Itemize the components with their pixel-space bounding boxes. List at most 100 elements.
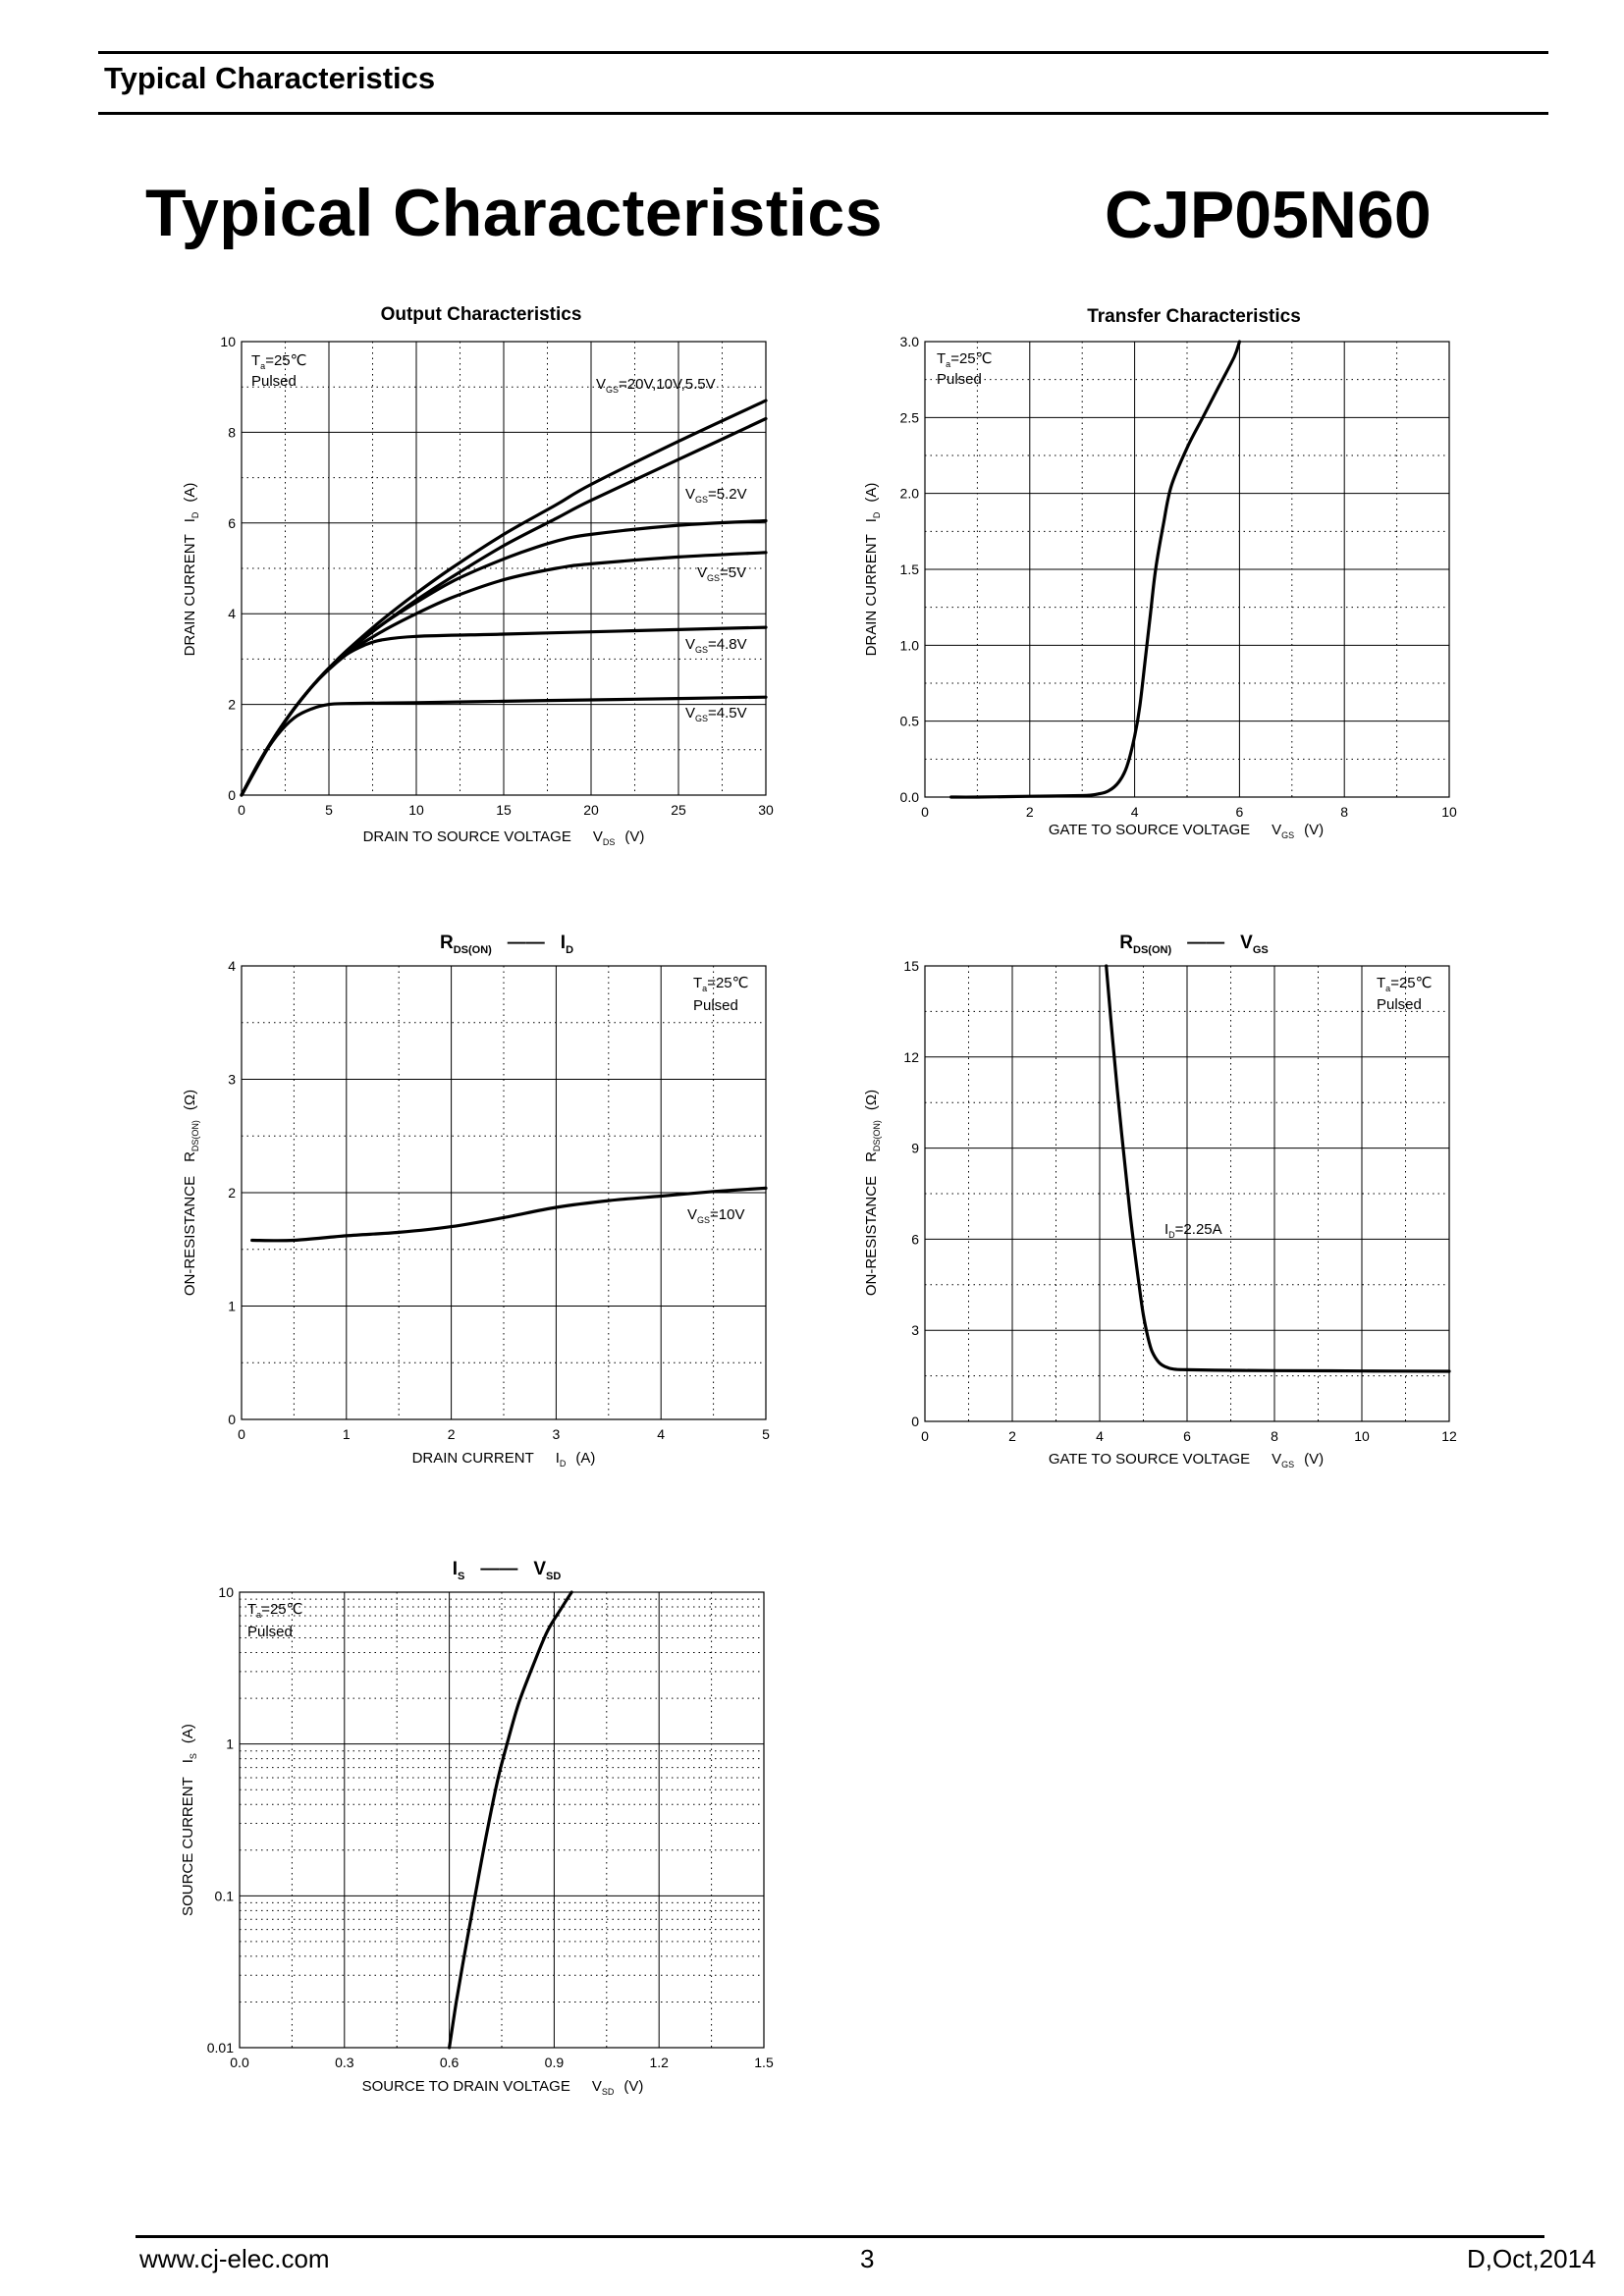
svg-text:Ta=25℃: Ta=25℃ bbox=[937, 350, 992, 369]
plot-frame bbox=[241, 341, 767, 796]
svg-text:Pulsed: Pulsed bbox=[247, 1624, 293, 1640]
tick-labels: 0 5 10 15 20 25 30 0 2 4 6 8 10 bbox=[220, 334, 774, 818]
grid bbox=[239, 1591, 765, 2049]
y-tick-label: 4 bbox=[228, 606, 236, 621]
plot-frame bbox=[239, 1591, 765, 2049]
series-label: VGS=10V bbox=[687, 1206, 744, 1225]
x-tick-label: 0 bbox=[921, 804, 929, 820]
series-line-0 bbox=[448, 1590, 573, 2050]
y-tick-label: 2 bbox=[228, 1185, 236, 1201]
svg-text:Ta=25℃: Ta=25℃ bbox=[247, 1601, 302, 1620]
is-vs-vsd-chart: IS —— VSD 0.0 0.3 0.6 0.9 1.2 1.5 0.01 0.1 1 10 Ta=… bbox=[180, 1559, 774, 2097]
plot-frame bbox=[924, 965, 1450, 1422]
x-tick-label: 12 bbox=[1441, 1428, 1457, 1444]
conditions: Ta=25℃ Pulsed bbox=[937, 350, 992, 388]
series-lines bbox=[1105, 964, 1451, 1373]
output-characteristics-chart: Output Characteristics 0 5 10 15 20 25 30 0 2 4 6 8… bbox=[182, 304, 774, 847]
series-labels: VGS=20V,10V,5.5V VGS=5.2V VGS=5V VGS=4.8… bbox=[596, 376, 747, 723]
svg-text:VGS=4.5V: VGS=4.5V bbox=[685, 705, 747, 723]
conditions: Ta=25℃ Pulsed bbox=[1377, 975, 1432, 1013]
series-lines bbox=[448, 1590, 573, 2050]
conditions: Ta=25℃ Pulsed bbox=[247, 1601, 302, 1640]
footer-revision: D,Oct,2014 bbox=[1467, 2244, 1597, 2273]
y-tick-label: 0.5 bbox=[900, 714, 920, 729]
conditions: Ta=25℃ Pulsed bbox=[251, 352, 306, 390]
grid bbox=[241, 341, 767, 796]
svg-text:Ta=25℃: Ta=25℃ bbox=[1377, 975, 1432, 993]
series-lines bbox=[250, 1186, 768, 1243]
y-axis-label: DRAIN CURRENTID(A) bbox=[863, 483, 882, 657]
series-lines bbox=[949, 340, 1241, 799]
rds-vs-vgs-chart: RDS(ON) —— VGS 0 2 4 6 8 10 12 0 3 6 9 12 15 Ta=25℃ Pu… bbox=[863, 933, 1457, 1469]
x-tick-label: 4 bbox=[1096, 1428, 1104, 1444]
y-tick-label: 1.5 bbox=[900, 561, 920, 577]
x-axis-label: DRAIN CURRENT ID (A) bbox=[412, 1450, 596, 1468]
x-axis-label: SOURCE TO DRAIN VOLTAGE VSD (V) bbox=[362, 2078, 644, 2097]
series-line-0 bbox=[250, 1186, 768, 1243]
y-tick-label: 10 bbox=[218, 1584, 234, 1600]
rds-vs-id-chart: RDS(ON) —— ID 0 1 2 3 4 5 0 1 2 3 4 Ta=25℃ Pulsed VG… bbox=[182, 933, 770, 1468]
chart-title: RDS(ON) —— VGS bbox=[1119, 933, 1268, 956]
svg-text:Pulsed: Pulsed bbox=[937, 371, 982, 388]
tick-labels: 0.0 0.3 0.6 0.9 1.2 1.5 0.01 0.1 1 10 bbox=[207, 1584, 774, 2070]
y-tick-label: 8 bbox=[228, 424, 236, 440]
x-tick-label: 1.2 bbox=[649, 2055, 669, 2070]
svg-text:Pulsed: Pulsed bbox=[1377, 996, 1422, 1013]
x-tick-label: 0.3 bbox=[335, 2055, 354, 2070]
x-tick-label: 4 bbox=[657, 1426, 665, 1442]
y-tick-label: 2.5 bbox=[900, 409, 920, 425]
y-tick-label: 3.0 bbox=[900, 334, 920, 349]
x-axis-label: GATE TO SOURCE VOLTAGE VGS (V) bbox=[1049, 1451, 1324, 1469]
series-line-5 bbox=[240, 695, 768, 797]
x-tick-label: 3 bbox=[553, 1426, 561, 1442]
y-tick-label: 6 bbox=[228, 515, 236, 531]
x-axis-label: GATE TO SOURCE VOLTAGE VGS (V) bbox=[1049, 822, 1324, 840]
x-tick-label: 1 bbox=[343, 1426, 351, 1442]
y-axis-label: ON-RESISTANCERDS(ON)(Ω) bbox=[863, 1090, 882, 1296]
x-tick-label: 25 bbox=[671, 802, 686, 818]
y-tick-label: 3 bbox=[911, 1322, 919, 1338]
x-tick-label: 0 bbox=[921, 1428, 929, 1444]
y-tick-label: 4 bbox=[228, 958, 236, 974]
svg-text:VGS=5.2V: VGS=5.2V bbox=[685, 486, 747, 505]
y-tick-label: 3 bbox=[228, 1072, 236, 1088]
chart-title: Transfer Characteristics bbox=[1087, 306, 1301, 327]
plot-frame bbox=[924, 341, 1450, 798]
tick-labels: 0 2 4 6 8 10 0.0 0.5 1.0 1.5 2.0 2.5 3.0 bbox=[900, 334, 1457, 820]
svg-text:Ta=25℃: Ta=25℃ bbox=[693, 975, 748, 993]
x-tick-label: 15 bbox=[496, 802, 512, 818]
x-tick-label: 0 bbox=[238, 802, 245, 818]
y-tick-label: 0 bbox=[228, 1412, 236, 1427]
svg-text:Pulsed: Pulsed bbox=[693, 997, 738, 1014]
chart-title: IS —— VSD bbox=[453, 1559, 562, 1582]
y-tick-label: 0.01 bbox=[207, 2040, 234, 2056]
x-tick-label: 30 bbox=[758, 802, 774, 818]
footer-website: www.cj-elec.com bbox=[139, 2244, 330, 2273]
y-tick-label: 0.1 bbox=[215, 1888, 235, 1903]
x-tick-label: 0.6 bbox=[440, 2055, 460, 2070]
footer-page-number: 3 bbox=[860, 2244, 875, 2273]
x-tick-label: 0.9 bbox=[545, 2055, 565, 2070]
y-tick-label: 9 bbox=[911, 1141, 919, 1156]
y-tick-label: 1 bbox=[226, 1736, 234, 1752]
transfer-characteristics-chart: Transfer Characteristics 0 2 4 6 8 10 0.0 0.5 1.… bbox=[863, 306, 1457, 840]
svg-text:Pulsed: Pulsed bbox=[251, 373, 297, 390]
x-tick-label: 5 bbox=[762, 1426, 770, 1442]
conditions: Ta=25℃ Pulsed bbox=[693, 975, 748, 1014]
y-axis-label: ON-RESISTANCERDS(ON)(Ω) bbox=[182, 1090, 200, 1296]
x-tick-label: 10 bbox=[1441, 804, 1457, 820]
x-tick-label: 8 bbox=[1271, 1428, 1278, 1444]
y-tick-label: 6 bbox=[911, 1231, 919, 1247]
series-lines bbox=[240, 399, 768, 797]
x-tick-label: 2 bbox=[1008, 1428, 1016, 1444]
footer-rule bbox=[135, 2235, 1544, 2238]
x-tick-label: 20 bbox=[583, 802, 599, 818]
svg-text:VGS=4.8V: VGS=4.8V bbox=[685, 636, 747, 655]
x-tick-label: 2 bbox=[1026, 804, 1034, 820]
x-axis-label: DRAIN TO SOURCE VOLTAGE VDS (V) bbox=[363, 828, 645, 847]
x-tick-label: 2 bbox=[448, 1426, 456, 1442]
y-tick-label: 12 bbox=[903, 1049, 919, 1065]
grid bbox=[924, 965, 1450, 1422]
y-axis-label: DRAIN CURRENTID(A) bbox=[182, 483, 200, 657]
series-line-0 bbox=[949, 340, 1241, 799]
